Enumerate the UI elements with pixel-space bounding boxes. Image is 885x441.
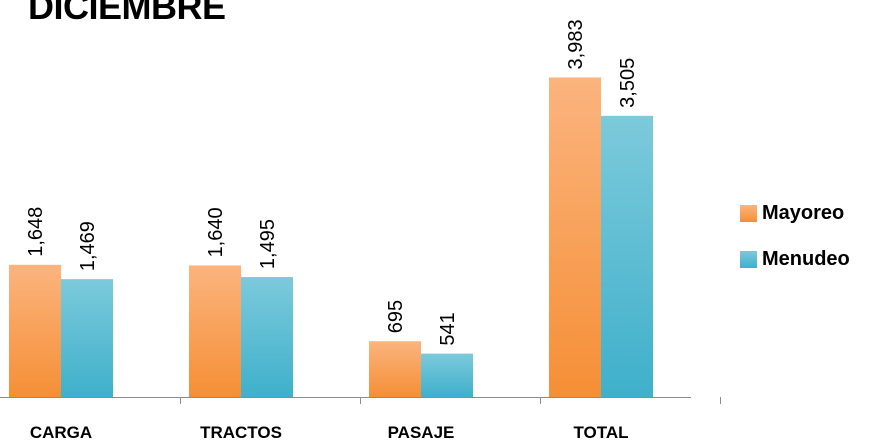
data-label-menudeo-carga: 1,469 <box>77 221 99 271</box>
chart-legend: Mayoreo Menudeo <box>740 200 850 292</box>
legend-label-mayoreo: Mayoreo <box>762 201 845 224</box>
chart-title: DICIEMBRE <box>28 0 226 27</box>
bar-menudeo-pasaje <box>421 353 473 397</box>
category-label-pasaje: PASAJE <box>388 423 455 441</box>
data-label-menudeo-total: 3,505 <box>617 58 639 108</box>
legend-label-menudeo: Menudeo <box>762 247 850 270</box>
category-label-tractos: TRACTOS <box>200 423 282 441</box>
category-label-total: TOTAL <box>573 423 628 441</box>
data-label-mayoreo-tractos: 1,640 <box>205 207 227 257</box>
data-label-mayoreo-pasaje: 695 <box>385 300 407 333</box>
legend-item-menudeo: Menudeo <box>740 246 850 272</box>
bar-mayoreo-tractos <box>189 265 241 397</box>
legend-swatch-menudeo <box>740 250 757 268</box>
bar-menudeo-total <box>601 115 653 398</box>
bar-mayoreo-total <box>549 77 601 398</box>
bar-menudeo-carga <box>61 279 113 397</box>
bar-mayoreo-pasaje <box>369 341 421 397</box>
legend-swatch-mayoreo <box>740 204 757 222</box>
bar-menudeo-tractos <box>241 277 293 397</box>
data-label-menudeo-pasaje: 541 <box>437 312 459 345</box>
data-label-mayoreo-total: 3,983 <box>565 19 587 69</box>
legend-item-mayoreo: Mayoreo <box>740 200 850 226</box>
bar-mayoreo-carga <box>9 264 61 397</box>
data-label-mayoreo-carga: 1,648 <box>25 207 47 257</box>
data-label-menudeo-tractos: 1,495 <box>257 219 279 269</box>
category-label-carga: CARGA <box>30 423 92 441</box>
